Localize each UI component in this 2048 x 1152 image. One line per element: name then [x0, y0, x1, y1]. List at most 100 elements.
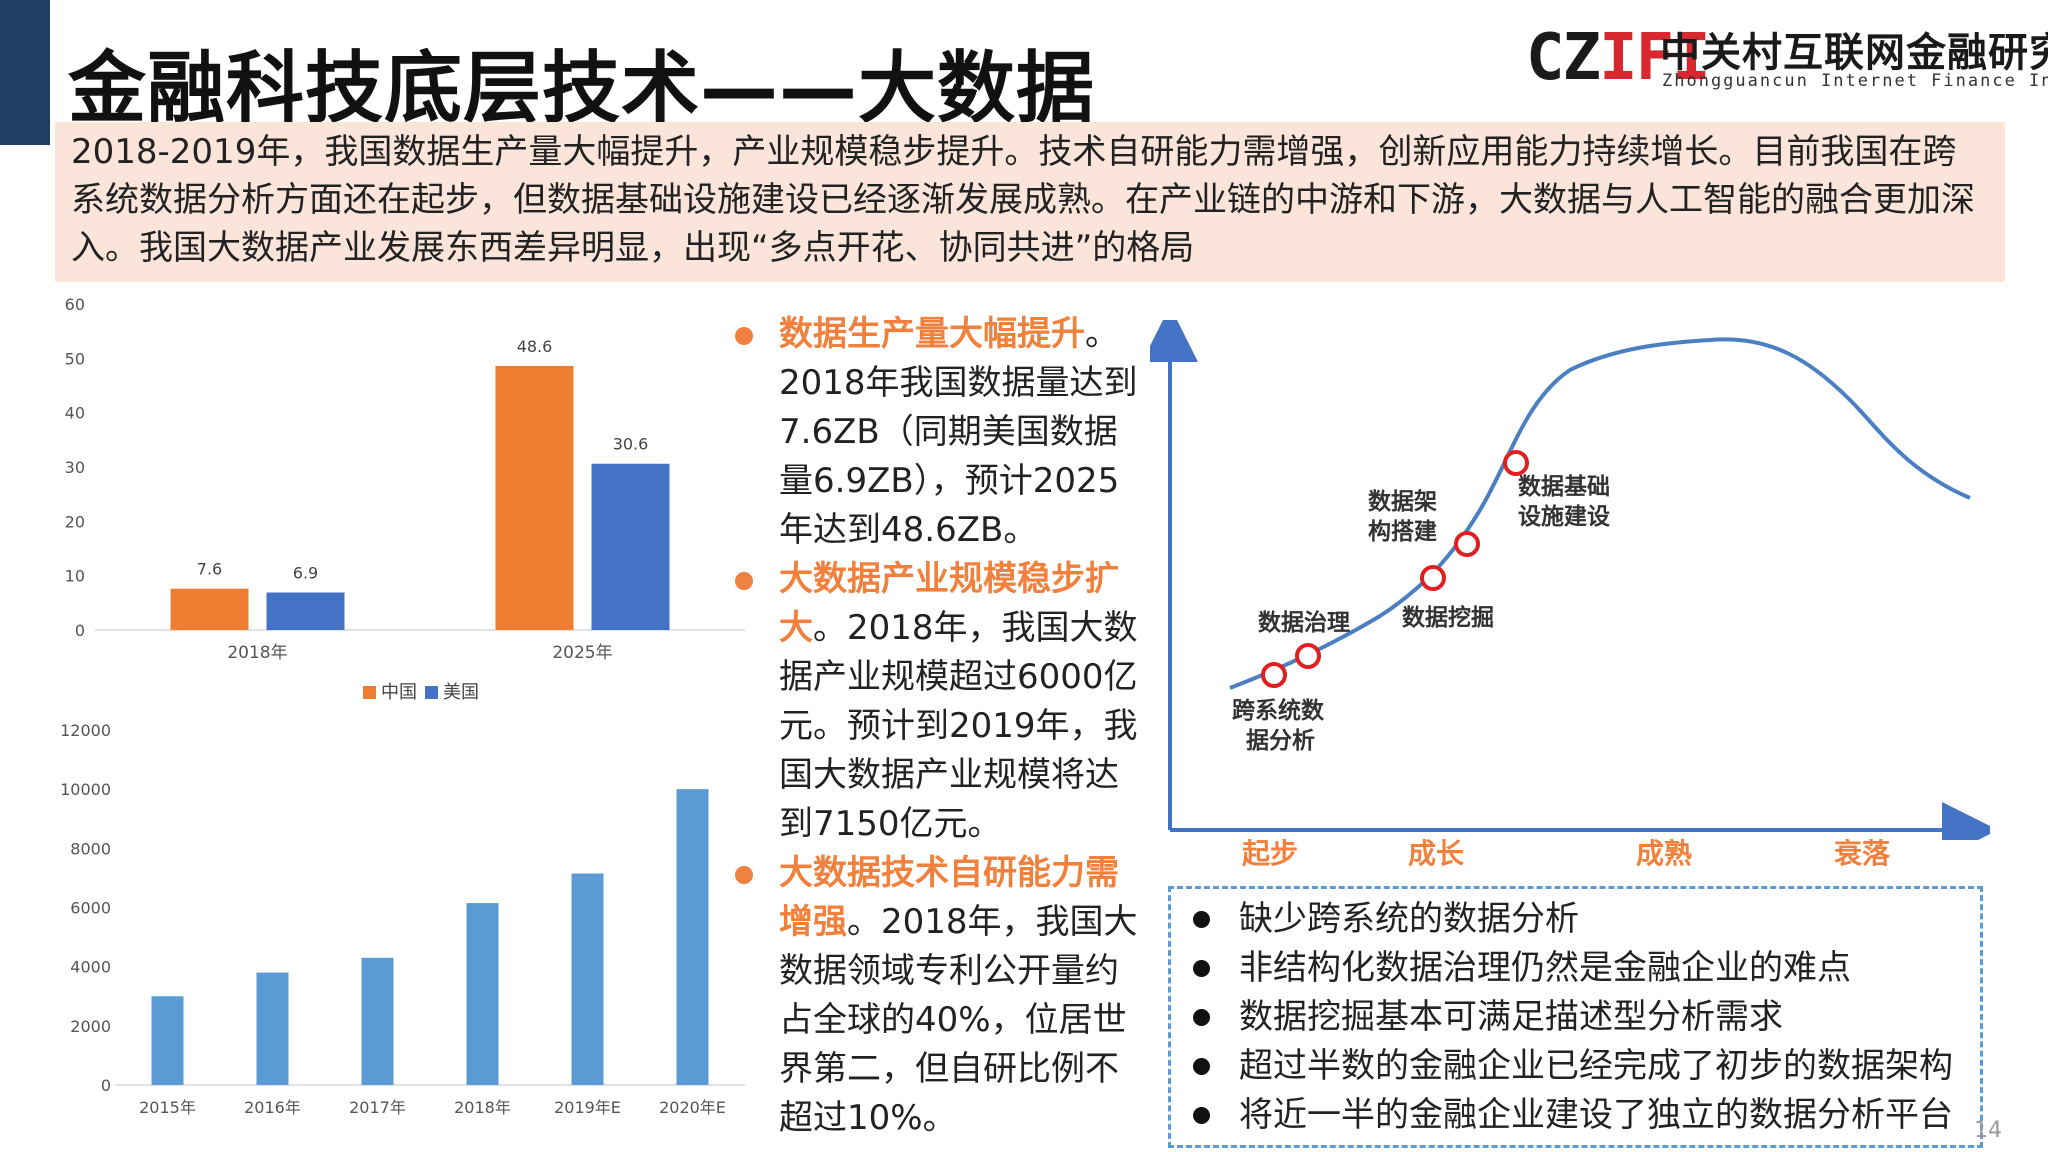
key-points: 数据生产量大幅提升。2018年我国数据量达到7.6ZB（同期美国数据量6.9ZB… [735, 310, 1145, 1143]
stage-point-marker [1420, 565, 1446, 591]
stage-point-marker [1261, 662, 1287, 688]
bar [361, 957, 394, 1085]
issue-item: 缺少跨系统的数据分析 [1187, 895, 1964, 944]
bullet-dot [735, 866, 753, 884]
y-tick-label: 10 [65, 567, 85, 586]
stage-point-marker [1295, 643, 1321, 669]
intro-paragraph: 2018-2019年，我国数据生产量大幅提升，产业规模稳步提升。技术自研能力需增… [55, 122, 2005, 282]
page-number: 14 [1974, 1118, 2002, 1143]
y-tick-label: 40 [65, 404, 85, 423]
legend-label: 美国 [443, 682, 479, 703]
logo-name-cn: 中关村互联网金融研究院 [1660, 30, 2048, 76]
data-label: 6.9 [293, 564, 318, 583]
lifecycle-diagram [1150, 320, 1990, 840]
issues-box: 缺少跨系统的数据分析 非结构化数据治理仍然是金融企业的难点 数据挖掘基本可满足描… [1168, 886, 1983, 1148]
x-tick-label: 2020年E [659, 1098, 726, 1117]
stage-axis-label: 成熟 [1636, 837, 1693, 870]
bullet-dot [1193, 911, 1210, 928]
y-tick-label: 0 [75, 621, 85, 640]
data-label: 48.6 [517, 337, 553, 356]
stage-axis-label: 成长 [1408, 837, 1465, 870]
stage-point-label: 数据挖掘 [1402, 603, 1494, 633]
page-title: 金融科技底层技术——大数据 [68, 44, 1096, 134]
y-tick-label: 6000 [70, 899, 111, 918]
y-tick-label: 50 [65, 349, 85, 368]
y-tick-label: 2000 [70, 1017, 111, 1036]
bar [571, 873, 604, 1085]
stage-axis-label: 起步 [1242, 837, 1299, 870]
x-tick-label: 2025年 [552, 643, 612, 663]
key-point-highlight: 数据生产量大幅提升 [779, 314, 1085, 354]
stage-point-label-line: 数据挖掘 [1402, 605, 1494, 631]
issue-text: 非结构化数据治理仍然是金融企业的难点 [1239, 948, 1851, 988]
issue-text: 数据挖掘基本可满足描述型分析需求 [1239, 997, 1783, 1037]
bar [266, 592, 345, 630]
key-point: 大数据产业规模稳步扩大。2018年，我国大数据产业规模超过6000亿元。预计到2… [735, 555, 1145, 849]
lifecycle-point-markers [1261, 450, 1529, 688]
y-tick-label: 20 [65, 512, 85, 531]
stage-point-label-line: 数据治理 [1258, 610, 1350, 636]
stage-point-label-line: 据分析 [1246, 728, 1315, 754]
key-point: 数据生产量大幅提升。2018年我国数据量达到7.6ZB（同期美国数据量6.9ZB… [735, 310, 1145, 555]
logo-name-en: Zhongguancun Internet Finance Institute [1662, 71, 2048, 91]
data-label: 7.6 [197, 560, 222, 579]
key-point: 大数据技术自研能力需增强。2018年，我国大数据领域专利公开量约占全球的40%，… [735, 849, 1145, 1143]
bullet-dot [1193, 1058, 1210, 1075]
key-point-text: 。2018年我国数据量达到7.6ZB（同期美国数据量6.9ZB），预计2025年… [779, 314, 1138, 550]
stage-point-marker [1454, 531, 1480, 557]
y-tick-label: 0 [101, 1076, 111, 1095]
x-tick-label: 2019年E [554, 1098, 621, 1117]
issue-text: 将近一半的金融企业建设了独立的数据分析平台 [1239, 1095, 1953, 1135]
y-tick-label: 30 [65, 458, 85, 477]
stage-point-label-line: 构搭建 [1368, 519, 1437, 545]
issue-item: 数据挖掘基本可满足描述型分析需求 [1187, 993, 1964, 1042]
stage-axis-label: 衰落 [1834, 837, 1891, 870]
stage-point-label-line: 设施建设 [1518, 504, 1610, 530]
bar [676, 789, 709, 1085]
issue-item: 将近一半的金融企业建设了独立的数据分析平台 [1187, 1091, 1964, 1140]
legend-swatch [425, 686, 438, 699]
bullet-dot [1193, 1107, 1210, 1124]
bullet-dot [1193, 1009, 1210, 1026]
lifecycle-curve [1229, 337, 1971, 690]
key-point-text: 。2018年，我国大数据领域专利公开量约占全球的40%，位居世界第二，但自研比例… [779, 902, 1138, 1138]
x-tick-label: 2018年 [227, 643, 287, 663]
y-tick-label: 60 [65, 295, 85, 314]
title-accent-bar [0, 0, 50, 145]
bullet-dot [735, 572, 753, 590]
x-tick-label: 2015年 [139, 1098, 196, 1117]
x-tick-label: 2016年 [244, 1098, 301, 1117]
bar [170, 588, 249, 630]
data-label: 30.6 [613, 435, 649, 454]
stage-point-label-line: 数据架 [1368, 489, 1437, 515]
logo-mark: CZIFI [1526, 26, 1711, 90]
legend-label: 中国 [381, 682, 417, 703]
issue-item: 非结构化数据治理仍然是金融企业的难点 [1187, 944, 1964, 993]
bullet-dot [1193, 960, 1210, 977]
issue-text: 缺少跨系统的数据分析 [1239, 899, 1579, 939]
x-tick-label: 2017年 [349, 1098, 406, 1117]
bar [151, 996, 184, 1085]
bar [256, 972, 289, 1085]
y-tick-label: 4000 [70, 958, 111, 977]
y-tick-label: 12000 [60, 721, 111, 740]
key-point-highlight: 大数据技术自研能力需增强 [779, 853, 1119, 942]
legend-swatch [363, 686, 376, 699]
stage-point-label: 数据架 构搭建 [1368, 487, 1437, 547]
logo-mark-right: IFI [1599, 21, 1711, 95]
bar [591, 463, 670, 630]
market-size-chart: 0 2000 4000 6000 8000 10000 12000 2015年 2016年 201… [60, 721, 745, 1117]
stage-point-marker [1503, 450, 1529, 476]
stage-point-label: 数据治理 [1258, 608, 1350, 638]
key-point-text: 。2018年，我国大数据产业规模超过6000亿元。预计到2019年，我国大数据产… [779, 608, 1138, 844]
institute-logo: CZIFI 中关村互联网金融研究院 Zhongguancun Internet … [1526, 16, 2048, 96]
bar [495, 365, 574, 630]
stage-point-label: 数据基础 设施建设 [1518, 472, 1610, 532]
x-tick-label: 2018年 [454, 1098, 511, 1117]
issue-text: 超过半数的金融企业已经完成了初步的数据架构 [1239, 1046, 1953, 1086]
bullet-dot [735, 327, 753, 345]
stage-point-label: 跨系统数 据分析 [1232, 696, 1324, 756]
logo-mark-left: CZ [1526, 21, 1601, 95]
y-tick-label: 10000 [60, 780, 111, 799]
